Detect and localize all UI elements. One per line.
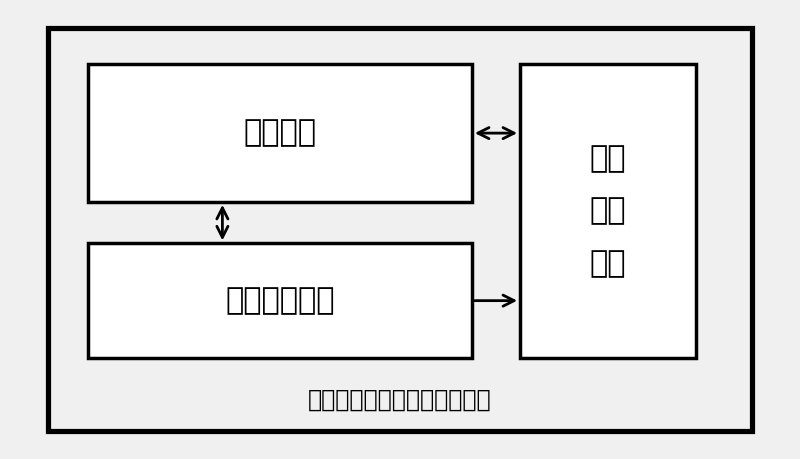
Bar [48,28,752,431]
Text: 绩效: 绩效 [590,144,626,173]
Bar [88,64,472,202]
Bar [520,64,696,358]
Text: 转发引擎: 转发引擎 [243,118,317,148]
Bar [88,243,472,358]
Text: 面向目标网络的流量控制装置: 面向目标网络的流量控制装置 [308,387,492,411]
Text: 单元: 单元 [590,249,626,279]
Text: 评估: 评估 [590,196,626,226]
Text: 流量分析单元: 流量分析单元 [226,286,334,315]
